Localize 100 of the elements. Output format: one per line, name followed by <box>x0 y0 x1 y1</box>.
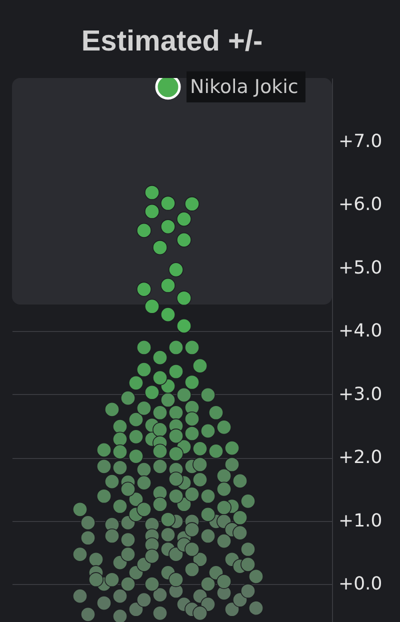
y-tick-label: +4.0 <box>338 320 382 342</box>
point <box>104 474 120 490</box>
point <box>184 196 200 212</box>
point <box>152 444 168 459</box>
point <box>200 424 216 438</box>
point <box>136 592 152 608</box>
point <box>176 318 192 334</box>
point <box>176 387 192 402</box>
point <box>152 587 168 602</box>
y-tick-label: +3.0 <box>338 384 382 405</box>
point <box>168 340 184 355</box>
y-tick-label: +2.0 <box>338 447 382 468</box>
point <box>232 592 248 608</box>
point <box>200 528 216 544</box>
point <box>224 457 240 472</box>
point <box>224 440 240 456</box>
point <box>176 212 192 227</box>
point <box>152 458 168 474</box>
point <box>128 429 144 444</box>
point <box>136 340 152 355</box>
point <box>224 602 240 617</box>
point <box>184 411 200 426</box>
point <box>160 392 176 408</box>
point <box>152 405 168 420</box>
series-label: Nikola Jokic <box>190 76 298 98</box>
point <box>96 596 112 610</box>
point <box>160 219 176 234</box>
point <box>96 458 112 474</box>
point <box>112 432 128 447</box>
point <box>192 472 208 488</box>
point <box>120 390 136 406</box>
point <box>96 442 112 458</box>
point <box>88 572 104 588</box>
point <box>184 340 200 355</box>
point <box>216 534 232 548</box>
point <box>192 457 208 472</box>
point <box>160 512 176 527</box>
point <box>200 576 216 592</box>
y-tick-label: +7.0 <box>338 130 382 152</box>
point <box>120 546 136 562</box>
point <box>208 444 224 459</box>
y-tick-label: +1.0 <box>338 510 382 532</box>
point <box>168 472 184 486</box>
point <box>216 420 232 435</box>
point <box>104 528 120 544</box>
point <box>168 364 184 379</box>
point <box>104 572 120 588</box>
point <box>152 422 168 438</box>
point <box>144 185 160 200</box>
point <box>120 532 136 548</box>
point <box>192 441 208 456</box>
point <box>240 584 256 598</box>
point <box>168 488 184 504</box>
point <box>152 350 168 366</box>
point <box>112 460 128 476</box>
point <box>160 307 176 322</box>
point <box>80 606 96 622</box>
point <box>72 502 88 517</box>
point <box>128 602 144 617</box>
point <box>168 405 184 420</box>
point <box>136 475 152 490</box>
point <box>80 530 96 546</box>
point <box>112 419 128 434</box>
point <box>216 482 232 497</box>
point <box>152 370 168 386</box>
point <box>200 488 216 504</box>
point <box>168 428 184 444</box>
point <box>200 596 216 612</box>
point <box>240 494 256 509</box>
point <box>200 507 216 522</box>
point <box>136 400 152 416</box>
point <box>168 572 184 588</box>
point <box>176 232 192 248</box>
point <box>240 542 256 557</box>
point <box>184 426 200 441</box>
point <box>128 448 144 464</box>
point <box>232 473 248 488</box>
point <box>144 298 160 314</box>
point <box>128 412 144 428</box>
point <box>240 556 256 572</box>
point <box>192 606 208 621</box>
point <box>136 462 152 478</box>
point <box>184 562 200 577</box>
point <box>136 362 152 378</box>
point <box>104 402 120 417</box>
point <box>216 574 232 589</box>
point <box>160 527 176 542</box>
point <box>144 576 160 592</box>
point <box>184 486 200 502</box>
point <box>152 496 168 512</box>
point <box>112 444 128 460</box>
y-tick-label: +0.0 <box>338 574 382 595</box>
point <box>112 608 128 622</box>
point <box>232 525 248 540</box>
point <box>152 606 168 621</box>
point <box>72 588 88 604</box>
point <box>160 196 176 211</box>
point <box>88 552 104 567</box>
point <box>80 515 96 530</box>
point <box>168 262 184 278</box>
